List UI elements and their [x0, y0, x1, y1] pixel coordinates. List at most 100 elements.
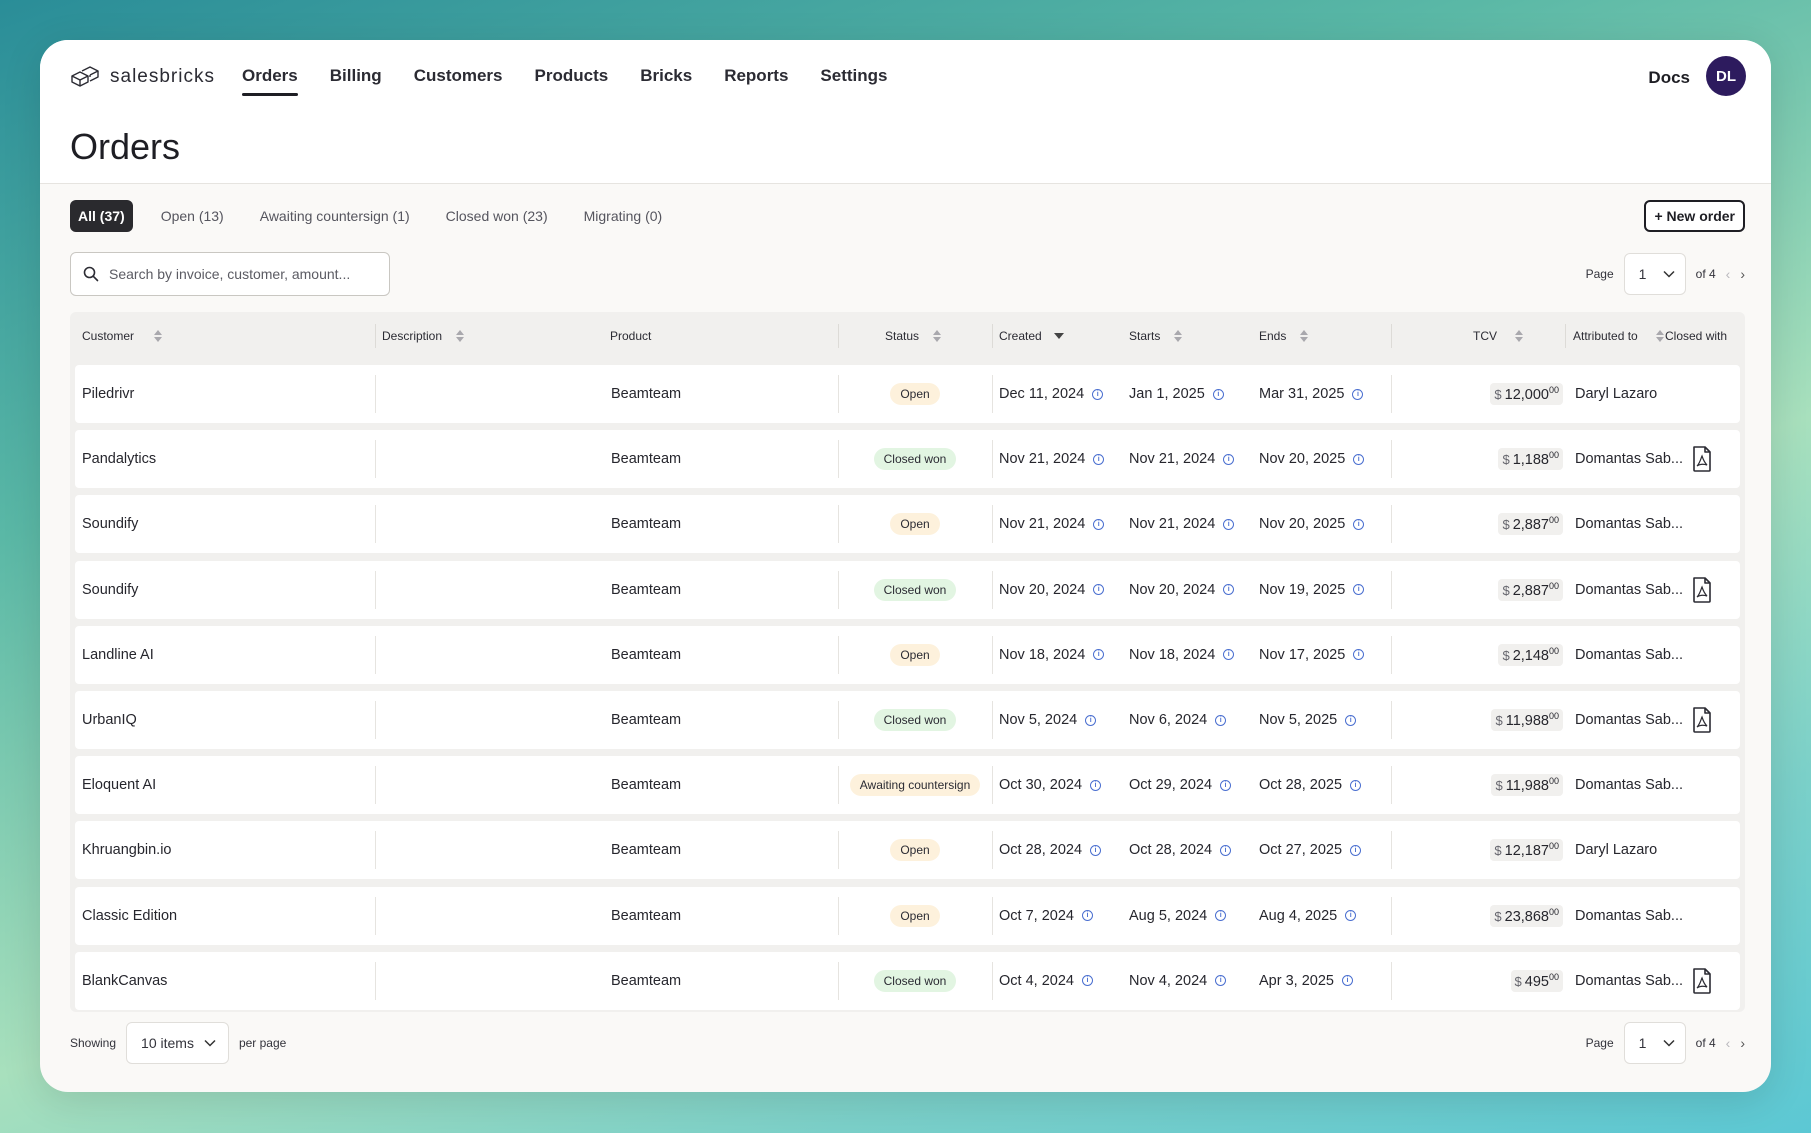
page-select[interactable]: 1: [1623, 253, 1686, 295]
info-icon[interactable]: i: [1093, 518, 1105, 530]
info-icon[interactable]: i: [1353, 584, 1365, 596]
info-icon[interactable]: i: [1223, 518, 1235, 530]
page-label: Page: [1585, 1036, 1614, 1050]
cell-closed-with[interactable]: [1692, 691, 1712, 749]
tab-migrating[interactable]: Migrating (0): [583, 208, 663, 224]
user-avatar[interactable]: DL: [1706, 56, 1746, 96]
table-row[interactable]: Landline AI Beamteam Open Nov 18, 2024 i Nov …: [75, 625, 1740, 684]
new-order-button[interactable]: + New order: [1644, 200, 1745, 232]
table-row[interactable]: Soundify Beamteam Open Nov 21, 2024 i Nov 21,…: [75, 495, 1740, 554]
info-icon[interactable]: i: [1090, 779, 1102, 791]
table-row[interactable]: Classic Edition Beamteam Open Oct 7, 2024 i A…: [75, 886, 1740, 945]
cell-status: Open: [838, 887, 992, 945]
col-product[interactable]: Product: [610, 312, 651, 360]
cell-closed-with[interactable]: [1692, 952, 1712, 1010]
info-icon[interactable]: i: [1353, 649, 1365, 661]
next-page-icon[interactable]: ›: [1740, 1035, 1745, 1051]
cell-customer: Khruangbin.io: [82, 842, 172, 859]
next-page-icon[interactable]: ›: [1740, 266, 1745, 282]
nav-billing[interactable]: Billing: [329, 66, 382, 85]
nav-customers[interactable]: Customers: [413, 66, 503, 85]
table-row[interactable]: Soundify Beamteam Closed won Nov 20, 2024 i N…: [75, 560, 1740, 619]
info-icon[interactable]: i: [1353, 453, 1365, 465]
info-icon[interactable]: i: [1090, 844, 1102, 856]
info-icon[interactable]: i: [1223, 649, 1235, 661]
page-select[interactable]: 1: [1623, 1022, 1686, 1064]
cell-closed-with[interactable]: [1692, 430, 1712, 488]
prev-page-icon[interactable]: ‹: [1725, 266, 1731, 282]
info-icon[interactable]: i: [1350, 844, 1362, 856]
info-icon[interactable]: i: [1223, 584, 1235, 596]
nav-orders[interactable]: Orders: [242, 66, 298, 96]
cell-status: Open: [838, 365, 992, 423]
nav-settings[interactable]: Settings: [820, 66, 888, 85]
info-icon[interactable]: i: [1212, 388, 1224, 400]
cell-starts: Oct 29, 2024 i: [1129, 756, 1232, 814]
info-icon[interactable]: i: [1215, 975, 1227, 987]
tcv-amount: $1,18800: [1498, 448, 1563, 471]
col-ends[interactable]: Ends: [1259, 312, 1309, 360]
info-icon[interactable]: i: [1092, 388, 1104, 400]
search-input[interactable]: [109, 266, 359, 282]
info-icon[interactable]: i: [1223, 453, 1235, 465]
info-icon[interactable]: i: [1081, 975, 1093, 987]
info-icon[interactable]: i: [1081, 910, 1093, 922]
tab-awaiting-countersign[interactable]: Awaiting countersign (1): [259, 208, 410, 224]
info-icon[interactable]: i: [1345, 714, 1357, 726]
info-icon[interactable]: i: [1215, 910, 1227, 922]
col-description[interactable]: Description: [382, 312, 465, 360]
col-ends-label: Ends: [1259, 329, 1287, 343]
row-divider: [375, 505, 376, 544]
prev-page-icon[interactable]: ‹: [1725, 1035, 1731, 1051]
ends-date: Mar 31, 2025: [1259, 386, 1345, 402]
col-closed-with[interactable]: Closed with: [1665, 312, 1727, 360]
info-icon[interactable]: i: [1220, 844, 1232, 856]
info-icon[interactable]: i: [1350, 779, 1362, 791]
info-icon[interactable]: i: [1353, 518, 1365, 530]
col-starts[interactable]: Starts: [1129, 312, 1183, 360]
col-tcv[interactable]: TCV: [1473, 312, 1523, 360]
table-row[interactable]: UrbanIQ Beamteam Closed won Nov 5, 2024 i Nov…: [75, 691, 1740, 749]
tcv-amount: $2,88700: [1498, 578, 1563, 601]
col-starts-label: Starts: [1129, 329, 1161, 343]
cell-tcv: $11,98800: [1391, 691, 1563, 749]
col-customer[interactable]: Customer: [82, 312, 163, 360]
ends-date: Oct 28, 2025: [1259, 777, 1343, 794]
col-created[interactable]: Created: [999, 312, 1064, 360]
info-icon[interactable]: i: [1352, 388, 1364, 400]
table-row[interactable]: Eloquent AI Beamteam Awaiting countersign O…: [75, 756, 1740, 815]
search-icon: [83, 266, 99, 282]
info-icon[interactable]: i: [1341, 975, 1353, 987]
cell-product: Beamteam: [611, 712, 682, 728]
cell-closed-with[interactable]: [1692, 561, 1712, 619]
search-box[interactable]: [70, 252, 390, 296]
cell-customer: Classic Edition: [82, 907, 178, 924]
nav-bricks[interactable]: Bricks: [640, 66, 693, 85]
cell-tcv: $49500: [1391, 952, 1563, 1010]
info-icon[interactable]: i: [1093, 649, 1105, 661]
info-icon[interactable]: i: [1215, 714, 1227, 726]
info-icon[interactable]: i: [1220, 779, 1232, 791]
tab-all[interactable]: All (37): [70, 200, 133, 232]
table-row[interactable]: BlankCanvas Beamteam Closed won Oct 4, 2024…: [75, 951, 1740, 1010]
table-row[interactable]: Pandalytics Beamteam Closed won Nov 21, 202…: [75, 430, 1740, 489]
table-row[interactable]: Khruangbin.io Beamteam Open Oct 28, 2024 i Oc…: [75, 821, 1740, 880]
items-per-page-select[interactable]: 10 items: [126, 1022, 229, 1064]
status-badge: Closed won: [873, 969, 957, 992]
info-icon[interactable]: i: [1345, 910, 1357, 922]
info-icon[interactable]: i: [1093, 584, 1105, 596]
col-attributed-to[interactable]: Attributed to: [1573, 312, 1664, 360]
tcv-cents: 00: [1548, 515, 1559, 526]
tab-open[interactable]: Open (13): [160, 208, 224, 224]
table-row[interactable]: Piledrivr Beamteam Open Dec 11, 2024 i Jan 1,…: [75, 365, 1740, 423]
nav-products[interactable]: Products: [534, 66, 609, 85]
col-status[interactable]: Status: [885, 312, 942, 360]
tab-closed-won[interactable]: Closed won (23): [445, 208, 548, 224]
pdf-document-icon: [1693, 707, 1711, 733]
nav-reports[interactable]: Reports: [724, 66, 789, 85]
brand-logo[interactable]: salesbricks: [70, 66, 215, 88]
info-icon[interactable]: i: [1085, 714, 1097, 726]
info-icon[interactable]: i: [1093, 453, 1105, 465]
created-date: Nov 21, 2024: [999, 516, 1086, 533]
docs-link[interactable]: Docs: [1648, 68, 1690, 87]
